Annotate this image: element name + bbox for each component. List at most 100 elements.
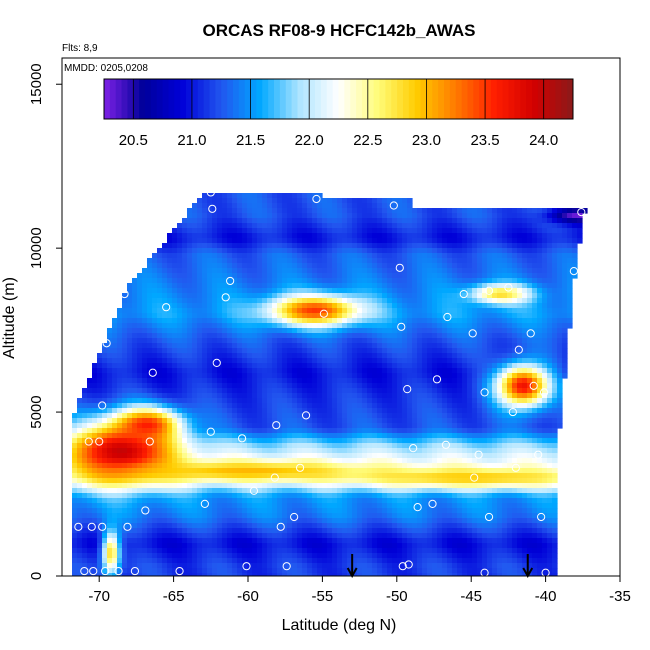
sample-point-28 [511, 463, 520, 472]
heatmap-field [72, 193, 588, 576]
sample-points [74, 188, 586, 576]
sample-point-34 [237, 434, 247, 443]
x-tick-2: -60 [237, 588, 259, 605]
sample-point-51 [162, 303, 171, 312]
sample-point-20 [413, 503, 422, 512]
sample-point-6 [242, 562, 251, 571]
sample-point-38 [441, 440, 451, 449]
colorbar-tick-7: 24.0 [529, 132, 558, 149]
flights-note: Flts: 8,9 [62, 43, 98, 54]
x-tick-3: -55 [312, 588, 334, 605]
sample-point-24 [249, 486, 259, 495]
y-tick-3: 15000 [28, 63, 45, 105]
sample-point-10 [480, 568, 489, 576]
y-tick-0: 0 [28, 572, 45, 580]
sample-point-14 [98, 522, 107, 531]
sample-point-70 [312, 194, 321, 204]
x-tick-6: -40 [535, 588, 557, 605]
sample-point-50 [102, 339, 111, 348]
sample-point-54 [397, 322, 406, 331]
colorbar-tick-2: 21.5 [236, 132, 265, 149]
sample-point-25 [270, 473, 279, 482]
sample-point-2 [101, 566, 110, 576]
sample-point-42 [212, 358, 221, 367]
colorbar-tick-0: 20.5 [119, 132, 148, 149]
colorbar-tick-6: 23.5 [470, 132, 499, 149]
sample-point-47 [529, 381, 538, 390]
sample-point-15 [123, 522, 132, 531]
sample-point-9 [404, 560, 413, 569]
sample-point-52 [221, 293, 230, 302]
colorbar: 20.5 21.0 21.5 22.0 22.5 23.0 23.5 24.0 [103, 78, 574, 149]
sample-point-59 [120, 289, 129, 299]
sample-point-31 [95, 437, 104, 446]
x-tick-7: -35 [609, 588, 631, 605]
sample-point-12 [74, 522, 83, 531]
sample-point-37 [409, 444, 418, 453]
sample-point-41 [148, 368, 157, 377]
sample-point-65 [569, 267, 578, 276]
colorbar-tick-4: 22.5 [353, 132, 382, 149]
sample-point-36 [301, 411, 311, 420]
sample-point-66 [126, 257, 135, 266]
sample-point-44 [432, 375, 442, 384]
sample-point-30 [84, 437, 93, 446]
sample-point-43 [403, 385, 412, 394]
sample-point-40 [98, 401, 107, 410]
sample-point-60 [226, 276, 235, 286]
sample-point-61 [395, 263, 404, 272]
sample-point-64 [504, 283, 513, 292]
sample-point-26 [295, 463, 305, 472]
sample-point-69 [206, 188, 215, 197]
sample-point-33 [206, 427, 215, 436]
sample-point-72 [577, 207, 586, 217]
sample-point-63 [484, 286, 494, 295]
x-tick-1: -65 [163, 588, 185, 605]
sample-point-46 [508, 407, 517, 417]
sample-point-32 [145, 437, 154, 446]
sample-point-17 [200, 499, 209, 508]
sample-point-67 [130, 217, 140, 227]
sample-point-21 [428, 499, 437, 508]
sample-point-22 [484, 512, 494, 522]
sample-point-8 [398, 562, 407, 571]
plot-frame [61, 57, 621, 577]
sample-point-71 [389, 201, 398, 210]
y-tick-1: 5000 [28, 395, 45, 428]
y-tick-2: 10000 [28, 227, 45, 269]
sample-point-53 [319, 309, 328, 318]
sample-point-55 [443, 312, 452, 322]
sample-point-7 [282, 562, 291, 571]
sample-point-57 [514, 345, 523, 354]
colorbar-frame [103, 78, 574, 120]
sample-point-19 [290, 512, 299, 522]
x-tick-4: -50 [386, 588, 408, 605]
sample-point-1 [89, 566, 98, 576]
colorbar-tick-5: 23.0 [412, 132, 441, 149]
chart-title: ORCAS RF08-9 HCFC142b_AWAS [202, 21, 475, 40]
sample-point-29 [534, 450, 543, 459]
x-axis-label: Latitude (deg N) [282, 617, 397, 634]
sample-point-11 [541, 568, 550, 576]
sample-point-48 [540, 388, 549, 397]
sample-point-45 [480, 388, 489, 397]
sample-point-23 [537, 512, 546, 522]
date-note: MMDD: 0205,0208 [64, 63, 148, 74]
sample-point-35 [272, 421, 281, 430]
sample-point-5 [175, 566, 184, 576]
sample-point-56 [468, 329, 477, 338]
sample-point-16 [141, 506, 150, 515]
y-axis: 0 5000 10000 15000 [28, 63, 62, 580]
sample-point-4 [130, 566, 140, 576]
x-tick-0: -70 [88, 588, 110, 605]
sample-point-0 [80, 566, 89, 576]
colorbar-tick-1: 21.0 [177, 132, 206, 149]
sample-point-39 [474, 450, 483, 459]
sample-point-13 [87, 522, 96, 531]
sample-point-68 [208, 204, 217, 213]
sample-point-27 [470, 473, 479, 482]
sample-point-3 [114, 566, 123, 576]
sample-point-49 [566, 414, 575, 423]
sample-point-18 [276, 522, 285, 531]
